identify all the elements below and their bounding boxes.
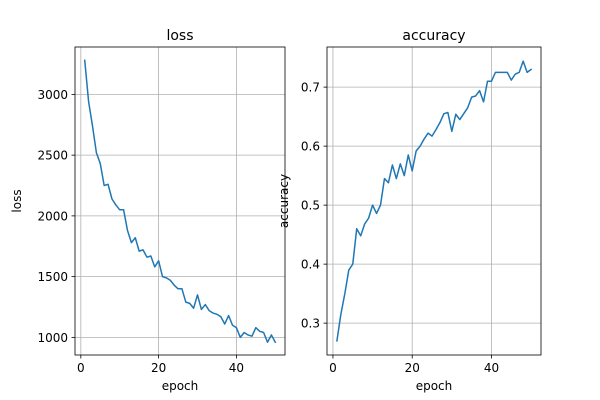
accuracy-ytick-label: 0.4 bbox=[301, 258, 320, 272]
loss-series-line bbox=[83, 59, 277, 344]
accuracy-ytick-label: 0.5 bbox=[301, 199, 320, 213]
loss-ytick-label: 1000 bbox=[37, 331, 68, 345]
accuracy-grid bbox=[327, 47, 541, 355]
accuracy-axes-frame bbox=[326, 46, 542, 356]
loss-xlabel: epoch bbox=[162, 379, 199, 393]
loss-subplot: loss epoch loss 0 20 40 1000 1500 2000 2500 300… bbox=[10, 28, 286, 393]
accuracy-ytick-label: 0.7 bbox=[301, 81, 320, 95]
accuracy-ytick-label: 0.3 bbox=[301, 317, 320, 331]
loss-grid bbox=[75, 47, 285, 355]
accuracy-xtick-label: 20 bbox=[405, 361, 420, 375]
accuracy-series-line bbox=[336, 60, 533, 342]
accuracy-xlabel: epoch bbox=[416, 379, 453, 393]
loss-ytick-label: 2500 bbox=[37, 149, 68, 163]
accuracy-subplot: accuracy epoch accuracy 0 20 40 0.3 0.4 0.5 0.… bbox=[277, 28, 542, 393]
accuracy-xtick-label: 40 bbox=[484, 361, 499, 375]
loss-ylabel: loss bbox=[10, 189, 24, 212]
loss-xtick-label: 0 bbox=[77, 361, 85, 375]
loss-axes-frame bbox=[74, 46, 286, 356]
loss-title: loss bbox=[166, 28, 193, 44]
loss-xtick-label: 20 bbox=[151, 361, 166, 375]
accuracy-ylabel: accuracy bbox=[277, 174, 291, 228]
loss-ytick-label: 1500 bbox=[37, 270, 68, 284]
loss-xtick-label: 40 bbox=[229, 361, 244, 375]
accuracy-ytick-label: 0.6 bbox=[301, 140, 320, 154]
accuracy-title: accuracy bbox=[402, 28, 465, 44]
loss-ytick-label: 3000 bbox=[37, 88, 68, 102]
loss-ytick-label: 2000 bbox=[37, 209, 68, 223]
accuracy-xtick-label: 0 bbox=[329, 361, 337, 375]
